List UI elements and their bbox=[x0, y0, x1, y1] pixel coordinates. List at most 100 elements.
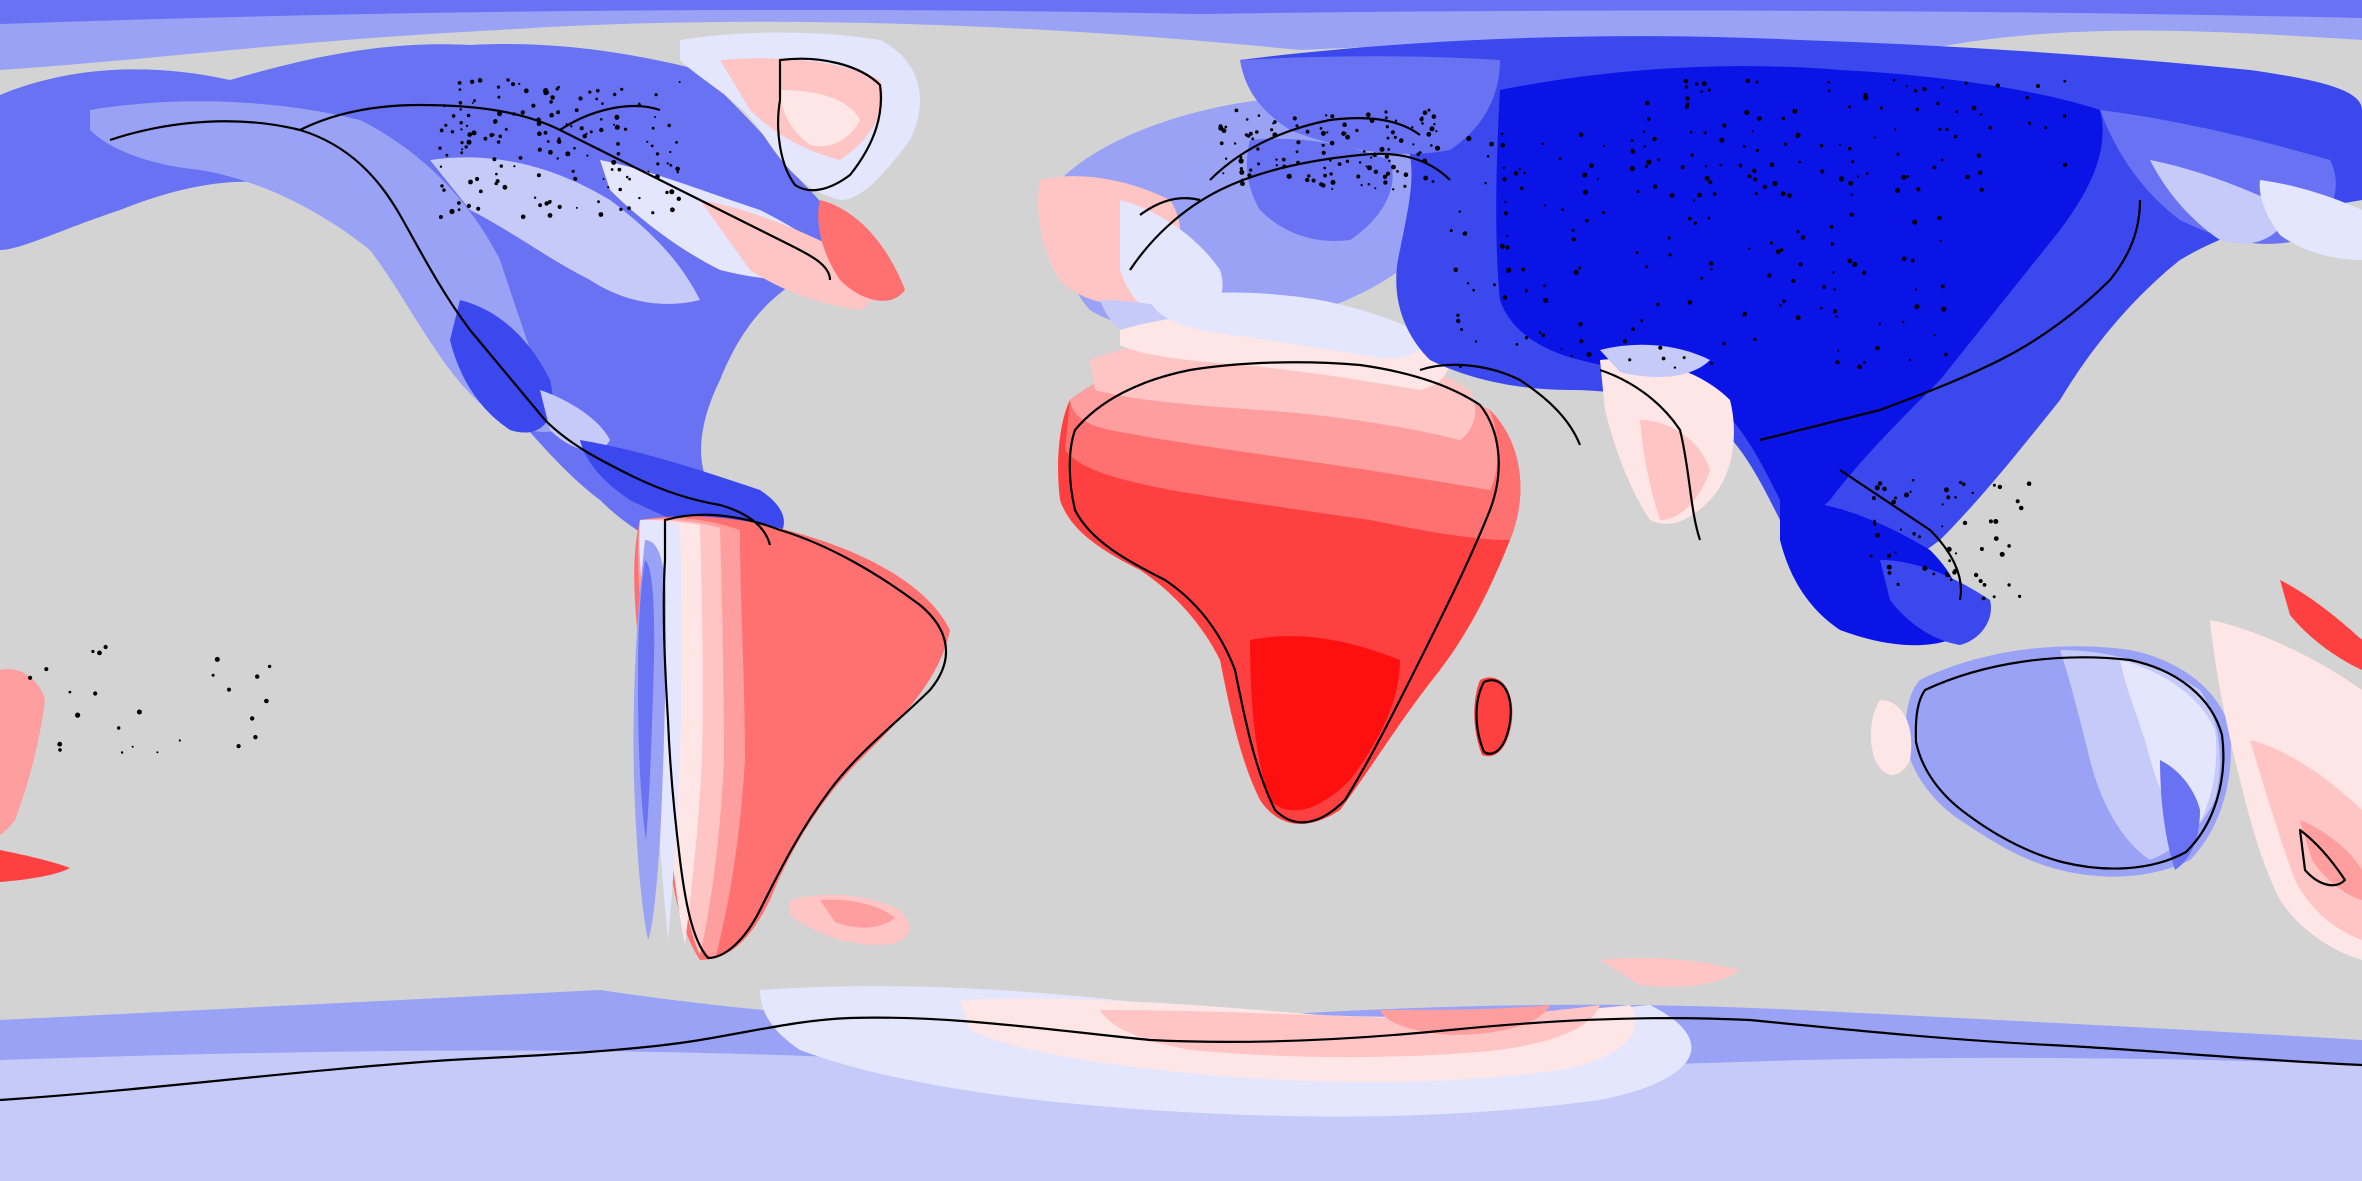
island-dot bbox=[1954, 552, 1958, 555]
island-dot bbox=[1296, 160, 1300, 165]
island-dot bbox=[1891, 499, 1896, 505]
island-dot bbox=[1305, 129, 1310, 134]
island-dot bbox=[1964, 81, 1968, 85]
island-dot bbox=[602, 178, 605, 180]
island-dot bbox=[465, 124, 469, 128]
island-dot bbox=[675, 166, 680, 172]
island-dot bbox=[467, 132, 473, 137]
island-dot bbox=[1257, 162, 1261, 166]
island-dot bbox=[1453, 267, 1459, 273]
island-dot bbox=[1712, 192, 1717, 196]
island-dot bbox=[1683, 79, 1689, 84]
island-dot bbox=[1875, 533, 1880, 538]
island-dot bbox=[618, 187, 622, 192]
island-dot bbox=[1541, 142, 1544, 146]
island-dot bbox=[131, 745, 134, 748]
island-dot bbox=[1385, 125, 1389, 129]
island-dot bbox=[1913, 89, 1918, 93]
island-dot bbox=[214, 656, 220, 662]
island-dot bbox=[1500, 243, 1505, 249]
island-dot bbox=[1835, 315, 1838, 318]
island-dot bbox=[655, 152, 660, 156]
island-dot bbox=[2027, 121, 2031, 125]
island-dot bbox=[1224, 125, 1228, 129]
island-dot bbox=[458, 88, 462, 91]
island-dot bbox=[1710, 268, 1713, 271]
island-dot bbox=[1873, 136, 1876, 139]
island-dot bbox=[1403, 172, 1409, 177]
island-dot bbox=[601, 102, 604, 105]
island-dot bbox=[589, 130, 593, 134]
island-dot bbox=[1978, 579, 1983, 583]
island-dot bbox=[1908, 358, 1911, 361]
island-dot bbox=[58, 748, 62, 752]
asia bbox=[1240, 36, 2362, 646]
island-dot bbox=[613, 123, 615, 126]
island-dot bbox=[1344, 132, 1347, 135]
island-dot bbox=[1630, 139, 1634, 142]
island-dot bbox=[442, 188, 446, 192]
island-dot bbox=[1775, 249, 1781, 255]
island-dot bbox=[1390, 130, 1395, 135]
island-dot bbox=[549, 200, 552, 203]
island-dot bbox=[498, 134, 503, 139]
island-dot bbox=[1704, 165, 1708, 168]
island-dot bbox=[1502, 295, 1508, 300]
new-zealand bbox=[2210, 580, 2362, 960]
island-dot bbox=[537, 131, 542, 136]
island-dot bbox=[1321, 150, 1326, 155]
island-dot bbox=[1796, 230, 1800, 234]
island-dot bbox=[1631, 149, 1636, 154]
island-dot bbox=[1472, 288, 1475, 292]
island-dot bbox=[1582, 172, 1588, 178]
island-dot bbox=[597, 200, 600, 204]
island-dot bbox=[646, 140, 649, 143]
island-dot bbox=[1311, 178, 1316, 183]
island-dot bbox=[1502, 177, 1507, 182]
island-dot bbox=[1743, 145, 1746, 148]
island-dot bbox=[1586, 352, 1592, 357]
island-dot bbox=[520, 110, 525, 115]
island-dot bbox=[483, 136, 488, 141]
island-dot bbox=[1941, 306, 1947, 312]
island-dot bbox=[1644, 100, 1650, 106]
island-dot bbox=[1429, 126, 1435, 132]
island-dot bbox=[1689, 130, 1693, 134]
island-dot bbox=[1360, 184, 1363, 187]
island-dot bbox=[1239, 169, 1245, 175]
island-dot bbox=[1658, 345, 1663, 350]
island-dot bbox=[469, 79, 475, 85]
island-dot bbox=[1791, 278, 1796, 283]
island-dot bbox=[1358, 161, 1362, 164]
island-dot bbox=[1645, 265, 1649, 269]
island-dot bbox=[1249, 168, 1253, 172]
island-dot bbox=[1742, 313, 1746, 317]
island-dot bbox=[523, 88, 529, 94]
island-dot bbox=[599, 127, 604, 133]
island-dot bbox=[457, 208, 461, 212]
island-dot bbox=[120, 751, 124, 754]
island-dot bbox=[1356, 174, 1361, 179]
island-dot bbox=[438, 215, 443, 219]
island-dot bbox=[2062, 114, 2067, 118]
island-dot bbox=[1800, 235, 1806, 240]
island-dot bbox=[1852, 262, 1858, 267]
island-dot bbox=[497, 111, 502, 117]
island-dot bbox=[670, 207, 675, 213]
island-dot bbox=[466, 203, 471, 208]
island-dot bbox=[616, 152, 621, 156]
island-dot bbox=[614, 124, 620, 130]
island-dot bbox=[1754, 192, 1758, 195]
island-dot bbox=[1240, 167, 1243, 170]
island-dot bbox=[1667, 236, 1671, 240]
island-dot bbox=[1386, 136, 1390, 140]
island-dot bbox=[439, 165, 443, 168]
island-dot bbox=[1877, 481, 1883, 486]
island-dot bbox=[1879, 106, 1883, 110]
island-dot bbox=[1430, 144, 1433, 147]
island-dot bbox=[1251, 137, 1255, 141]
island-dot bbox=[1365, 112, 1371, 118]
island-dot bbox=[1631, 327, 1635, 332]
madagascar bbox=[1474, 677, 1513, 757]
island-dot bbox=[669, 150, 672, 154]
